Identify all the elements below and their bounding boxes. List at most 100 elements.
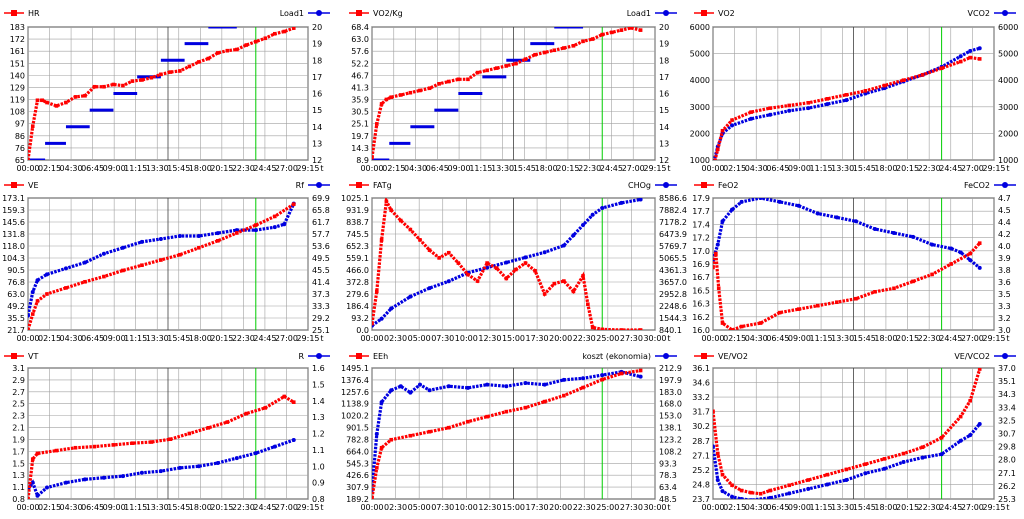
red-point xyxy=(571,43,576,48)
y-tick-label-right: 12 xyxy=(312,156,322,165)
red-point xyxy=(713,265,715,270)
y-tick-label-right: 30.7 xyxy=(998,430,1016,439)
blue-point xyxy=(796,203,801,208)
red-point xyxy=(901,451,906,456)
blue-point xyxy=(787,491,792,496)
x-tick-label: 00:00 xyxy=(360,164,383,173)
y-tick-label-right: 4000 xyxy=(998,76,1018,85)
x-tick-label: 20:00 xyxy=(549,334,572,343)
y-tick-label-right: 78.3 xyxy=(659,471,677,480)
red-point xyxy=(638,28,643,32)
x-tick-label: 17:30 xyxy=(526,503,549,512)
red-point xyxy=(758,491,763,496)
y-tick-label-right: 5065.5 xyxy=(659,254,687,263)
blue-point xyxy=(446,384,451,389)
red-point xyxy=(456,77,461,82)
x-tick-label: 17:30 xyxy=(526,334,549,343)
blue-point xyxy=(911,234,916,239)
y-tick-label-right: 1.1 xyxy=(312,446,325,455)
x-tick-label: 18:00 xyxy=(189,164,212,173)
x-tick-label: 22:30 xyxy=(578,164,601,173)
red-point xyxy=(768,106,772,110)
y-tick-label-right: 6000 xyxy=(998,23,1018,32)
red-point xyxy=(939,66,944,71)
y-tick-label-left: 49.2 xyxy=(7,302,25,311)
x-tick-label: 18:00 xyxy=(874,334,897,343)
y-tick-label-left: 97 xyxy=(15,120,25,129)
blue-point xyxy=(177,465,182,470)
legend-label-left: FeO2 xyxy=(718,181,738,190)
x-tick-label: 15:45 xyxy=(167,334,190,343)
x-tick-label: 15:00 xyxy=(502,334,525,343)
y-tick-label-left: 17.4 xyxy=(692,220,710,229)
y-tick-label-right: 13 xyxy=(659,139,669,148)
y-tick-label-left: 108 xyxy=(10,108,25,117)
red-point xyxy=(475,70,480,75)
blue-point xyxy=(958,54,963,59)
plot-area xyxy=(28,201,296,330)
y-tick-label-right: 5769.7 xyxy=(659,242,687,251)
y-tick-label-right: 1.4 xyxy=(312,397,325,406)
y-tick-label-right: 7178.2 xyxy=(659,218,687,227)
red-point xyxy=(533,52,537,57)
blue-point xyxy=(844,477,849,482)
y-tick-label-left: 86 xyxy=(15,132,25,141)
legend-label-right: CHOg xyxy=(628,181,651,190)
blue-point xyxy=(234,456,239,461)
x-tick-label: 30:00 xyxy=(643,503,666,512)
red-point xyxy=(739,488,744,493)
x-tick-label: 13:30 xyxy=(146,334,169,343)
red-point xyxy=(730,118,734,122)
red-point xyxy=(130,441,135,445)
x-tick-label: 11:15 xyxy=(124,503,147,512)
y-tick-label-right: 32.5 xyxy=(998,416,1016,425)
red-point xyxy=(590,325,595,330)
red-point xyxy=(466,77,470,82)
y-tick-label-right: 3.0 xyxy=(998,326,1011,335)
y-tick-label-right: 17 xyxy=(312,73,322,82)
red-point xyxy=(715,147,720,152)
x-tick-label: 06:45 xyxy=(766,334,789,343)
y-tick-label-right: 14 xyxy=(659,123,669,132)
red-point xyxy=(571,289,576,294)
blue-point xyxy=(374,432,379,437)
legend-marker-left xyxy=(11,182,17,188)
red-point xyxy=(272,214,277,219)
y-tick-label-left: 664.0 xyxy=(346,447,369,456)
x-tick-label: 20:15 xyxy=(896,503,919,512)
red-point xyxy=(379,238,384,242)
x-tick-label: 09:00 xyxy=(788,503,811,512)
red-point xyxy=(54,104,59,108)
red-point xyxy=(28,497,30,499)
blue-point xyxy=(28,313,30,318)
x-tick-label: 27:00 xyxy=(275,334,298,343)
red-point xyxy=(379,102,384,106)
red-point xyxy=(619,28,624,32)
y-tick-label-right: 183.0 xyxy=(659,388,682,397)
y-tick-label-right: 6473.9 xyxy=(659,230,687,239)
y-tick-label-right: 123.2 xyxy=(659,435,682,444)
blue-point xyxy=(158,469,163,474)
red-point xyxy=(408,227,413,232)
y-tick-label-right: 3.6 xyxy=(998,278,1011,287)
red-point xyxy=(253,223,258,227)
legend-marker-left xyxy=(11,353,17,359)
red-point xyxy=(121,268,125,273)
red-series-line xyxy=(713,368,982,496)
red-point xyxy=(562,46,566,50)
x-tick-label: 09:00 xyxy=(103,334,126,343)
plot-area xyxy=(28,27,296,160)
y-tick-label-right: 49.5 xyxy=(312,254,330,263)
legend-label-right: koszt (ekonomia) xyxy=(582,352,651,361)
blue-point xyxy=(600,373,605,378)
red-point xyxy=(730,483,734,488)
y-tick-label-left: 90.5 xyxy=(7,266,25,275)
red-point xyxy=(977,241,982,245)
y-tick-label-right: 4.4 xyxy=(998,218,1011,227)
red-point xyxy=(427,86,432,91)
red-point xyxy=(806,101,811,105)
red-point xyxy=(206,426,211,430)
red-point xyxy=(30,312,35,316)
x-tick-label: 11:15 xyxy=(810,334,833,343)
x-tick-label: 18:00 xyxy=(874,503,897,512)
